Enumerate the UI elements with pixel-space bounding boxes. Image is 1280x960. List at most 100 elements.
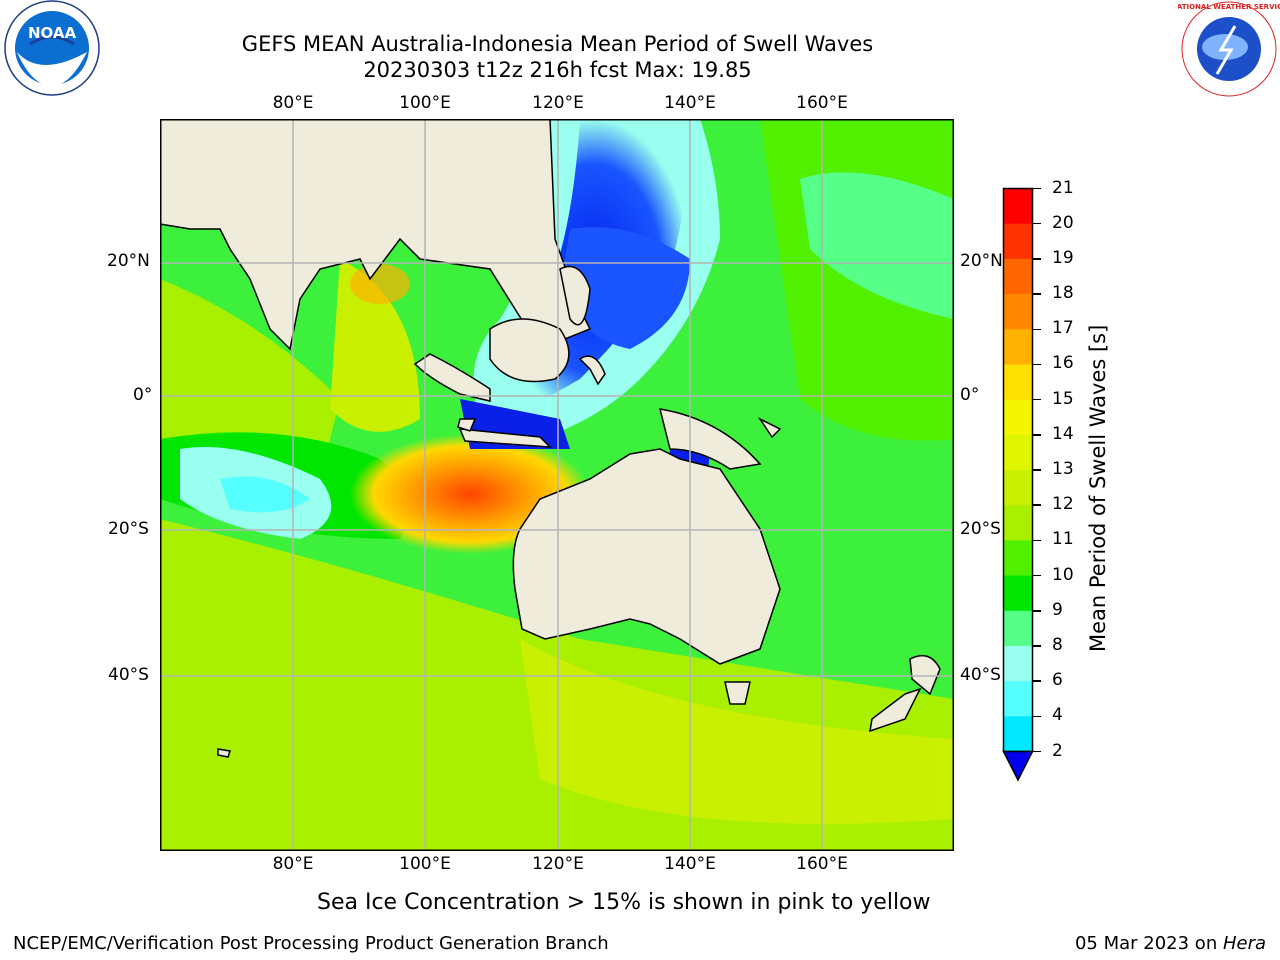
colorbar-tick-label: 14 xyxy=(1052,423,1074,444)
colorbar-tick-mark xyxy=(1032,645,1041,647)
lon-label-top-160e: 160°E xyxy=(796,93,848,113)
colorbar-tick-label: 2 xyxy=(1052,740,1063,761)
colorbar-segment xyxy=(1003,505,1033,541)
bay-of-bengal-field xyxy=(330,259,420,432)
map-frame xyxy=(160,119,954,851)
new-britain xyxy=(757,417,782,439)
colorbar-tick-mark xyxy=(1032,504,1041,506)
philippine-sea-low xyxy=(560,227,690,349)
colorbar-tick-mark xyxy=(1032,610,1041,612)
colorbar-tick-label: 12 xyxy=(1052,494,1074,515)
philippines xyxy=(559,265,591,326)
bali-timor xyxy=(457,418,477,432)
colorbar-tick-label: 18 xyxy=(1052,283,1074,304)
lon-label-top-80e: 80°E xyxy=(272,93,314,113)
colorbar xyxy=(1002,187,1034,782)
lon-label-bottom-100e: 100°E xyxy=(399,854,451,874)
branch-credit: NCEP/EMC/Verification Post Processing Pr… xyxy=(13,933,609,954)
bengal-hotspot xyxy=(350,264,410,304)
map-title: GEFS MEAN Australia-Indonesia Mean Perio… xyxy=(241,32,874,56)
lat-label-right-40s: 40°S xyxy=(960,665,1001,685)
swell-period-map xyxy=(160,119,954,851)
nws-logo: NATIONAL WEATHER SERVICE xyxy=(1178,1,1280,97)
colorbar-segment xyxy=(1003,188,1033,225)
colorbar-tick-label: 17 xyxy=(1052,318,1074,339)
colorbar-segment xyxy=(1003,681,1033,717)
sea-ice-note: Sea Ice Concentration > 15% is shown in … xyxy=(317,890,931,915)
lat-label-left-20s: 20°S xyxy=(108,519,149,539)
colorbar-segment xyxy=(1003,434,1033,471)
lon-label-bottom-160e: 160°E xyxy=(796,854,848,874)
colorbar-tick-label: 20 xyxy=(1052,212,1074,233)
colorbar-tick-label: 10 xyxy=(1052,564,1074,585)
colorbar-segment xyxy=(1003,610,1033,647)
colorbar-tick-label: 8 xyxy=(1052,634,1063,655)
colorbar-tick-label: 16 xyxy=(1052,353,1074,374)
kerguelen xyxy=(217,748,231,758)
colorbar-tick-mark xyxy=(1032,750,1041,753)
colorbar-title: Mean Period of Swell Waves [s] xyxy=(1086,324,1110,652)
nw-pacific-patch xyxy=(800,172,954,319)
noaa-logo-text: NOAA xyxy=(28,24,77,42)
colorbar-tick-mark xyxy=(1032,434,1041,436)
sumatra xyxy=(413,353,491,402)
colorbar-tick-mark xyxy=(1032,293,1041,295)
colorbar-tick-label: 4 xyxy=(1052,705,1063,726)
colorbar-tick-mark xyxy=(1032,398,1041,401)
australia xyxy=(512,448,781,665)
colorbar-tick-mark xyxy=(1032,574,1041,577)
colorbar-segment xyxy=(1003,399,1033,436)
colorbar-tick-label: 15 xyxy=(1052,388,1074,409)
colorbar-segments xyxy=(1003,188,1033,752)
colorbar-tick-mark xyxy=(1032,328,1041,330)
colorbar-tick-mark xyxy=(1032,258,1041,260)
new-zealand-south xyxy=(869,687,922,733)
nws-logo-text: NATIONAL WEATHER SERVICE xyxy=(1178,3,1280,11)
colorbar-segment xyxy=(1003,540,1033,577)
colorbar-tick-mark xyxy=(1032,363,1041,366)
colorbar-tick-label: 9 xyxy=(1052,599,1063,620)
colorbar-tick-label: 19 xyxy=(1052,247,1074,268)
lon-label-top-120e: 120°E xyxy=(532,93,584,113)
lon-label-bottom-120e: 120°E xyxy=(532,854,584,874)
colorbar-extend-triangle xyxy=(1002,750,1034,782)
lon-label-top-140e: 140°E xyxy=(664,93,716,113)
colorbar-tick-mark xyxy=(1032,469,1041,471)
colorbar-tick-mark xyxy=(1032,715,1041,718)
colorbar-tick-label: 13 xyxy=(1052,459,1074,479)
colorbar-tick-label: 6 xyxy=(1052,670,1063,691)
colorbar-segment xyxy=(1003,575,1033,612)
colorbar-segment xyxy=(1003,364,1033,401)
tasman-band xyxy=(520,639,954,824)
colorbar-tick-mark xyxy=(1032,539,1041,542)
colorbar-tick-label: 11 xyxy=(1052,529,1074,550)
new-guinea xyxy=(658,408,762,470)
colorbar-segment xyxy=(1003,223,1033,260)
lat-label-left-40s: 40°S xyxy=(108,665,149,685)
colorbar-segment xyxy=(1003,294,1033,330)
java xyxy=(458,428,552,448)
borneo xyxy=(489,318,570,383)
new-zealand-north xyxy=(909,654,941,696)
machine-name: Hera xyxy=(1222,933,1266,954)
lat-label-left-20n: 20°N xyxy=(107,251,150,271)
lon-label-bottom-80e: 80°E xyxy=(272,854,314,874)
date-text: 05 Mar 2023 on xyxy=(1074,933,1223,954)
sulawesi xyxy=(578,355,606,386)
noaa-logo: NOAA xyxy=(4,0,100,96)
colorbar-segment xyxy=(1003,716,1033,752)
colorbar-segment xyxy=(1003,258,1033,295)
date-credit: 05 Mar 2023 on Hera xyxy=(1075,933,1266,954)
map-subtitle: 20230303 t12z 216h fcst Max: 19.85 xyxy=(363,58,752,82)
lon-label-top-100e: 100°E xyxy=(399,93,451,113)
tasmania xyxy=(724,681,751,705)
colorbar-segment xyxy=(1003,329,1033,365)
colorbar-segment xyxy=(1003,470,1033,506)
colorbar-tick-mark xyxy=(1032,680,1041,682)
lat-label-right-0: 0° xyxy=(960,385,980,405)
arabian-sea-field xyxy=(160,279,340,479)
graticule xyxy=(160,119,954,851)
cyan-core-west xyxy=(220,476,310,513)
colorbar-tick-mark xyxy=(1032,222,1041,225)
colorbar-tick-mark xyxy=(1032,187,1041,190)
